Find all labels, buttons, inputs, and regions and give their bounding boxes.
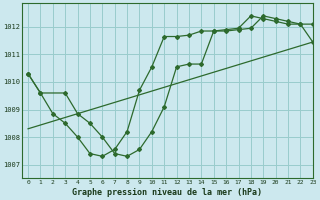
X-axis label: Graphe pression niveau de la mer (hPa): Graphe pression niveau de la mer (hPa) [72,188,262,197]
